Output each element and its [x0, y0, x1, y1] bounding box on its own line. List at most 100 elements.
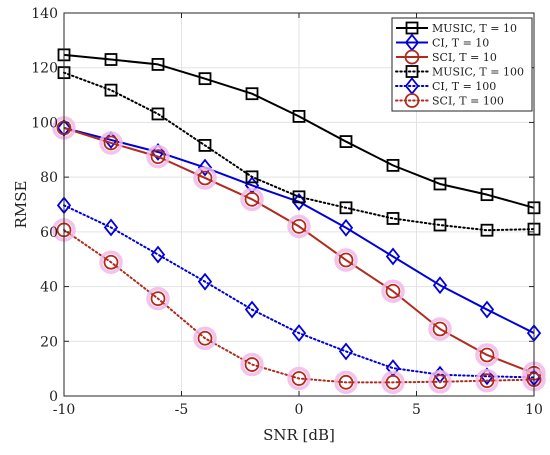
circle-marker: [150, 149, 166, 165]
circle-marker: [244, 357, 260, 372]
legend-label: MUSIC, T = 100: [432, 66, 524, 79]
circle-marker: [291, 371, 307, 386]
square-marker: [433, 218, 447, 232]
circle-marker: [244, 191, 260, 207]
legend-entry: MUSIC, T = 100: [395, 65, 524, 79]
square-marker: [245, 170, 259, 184]
legend-entry: CI, T = 10: [396, 33, 489, 52]
y-tick-label: 0: [49, 389, 58, 405]
legend-label: MUSIC, T = 10: [432, 22, 517, 35]
square-marker: [405, 21, 419, 35]
legend-label: SCI, T = 10: [432, 51, 497, 64]
circle-marker: [103, 254, 119, 270]
diamond-marker: [103, 218, 119, 237]
square-marker: [245, 87, 259, 101]
diamond-marker: [479, 300, 495, 319]
diamond-marker: [150, 143, 166, 161]
y-tick-label: 100: [31, 115, 58, 131]
circle-marker: [197, 170, 213, 186]
legend-entry: SCI, T = 100: [395, 93, 504, 108]
series-line: [63, 228, 535, 384]
series-line: [63, 126, 535, 375]
square-marker: [433, 177, 447, 191]
circle-marker-halo: [146, 144, 170, 169]
square-marker: [480, 188, 494, 202]
x-tick-label: -10: [53, 402, 76, 418]
series-line: [63, 71, 535, 232]
y-axis-title: RMSE: [12, 181, 30, 229]
series-group: [57, 48, 541, 215]
legend-entry: SCI, T = 10: [396, 49, 497, 65]
series-line: [63, 204, 535, 379]
circle-marker-halo: [193, 166, 217, 190]
y-tick-label: 120: [31, 61, 58, 77]
diamond-marker: [291, 192, 307, 211]
square-marker: [198, 139, 212, 152]
square-marker: [104, 83, 118, 97]
x-tick-label: 0: [295, 402, 304, 418]
circle-marker: [103, 135, 119, 151]
circle-marker: [385, 283, 401, 299]
diamond-marker: [150, 245, 166, 264]
diamond-marker: [432, 276, 448, 295]
circle-marker-halo: [475, 368, 499, 393]
legend-label: CI, T = 100: [432, 80, 496, 93]
series-line: [63, 53, 535, 209]
y-tick-label: 80: [40, 170, 58, 186]
circle-marker-halo: [334, 370, 358, 395]
diamond-marker: [197, 158, 213, 177]
circle-marker: [479, 373, 495, 389]
diamond-marker: [338, 342, 354, 361]
x-axis-title: SNR [dB]: [263, 426, 335, 444]
square-marker: [386, 212, 400, 225]
diamond-marker: [479, 367, 495, 386]
circle-marker: [432, 321, 448, 337]
circle-marker-halo: [287, 214, 311, 239]
diamond-marker: [244, 300, 260, 319]
circle-marker: [338, 252, 354, 268]
series-group: [57, 66, 541, 237]
diamond-marker: [385, 247, 401, 266]
y-tick-label: 20: [40, 334, 58, 350]
square-marker: [339, 135, 353, 148]
circle-marker: [150, 291, 166, 307]
square-marker: [151, 107, 165, 121]
circle-marker-halo: [240, 352, 264, 377]
square-marker: [292, 190, 306, 204]
legend-entry: CI, T = 100: [395, 77, 496, 95]
y-tick-label: 40: [40, 280, 58, 296]
circle-marker-halo: [287, 366, 311, 391]
square-marker: [480, 223, 494, 237]
circle-marker-halo: [193, 326, 217, 351]
x-tick-label: 5: [412, 402, 421, 418]
circle-marker: [404, 49, 420, 65]
diamond-marker: [338, 218, 354, 237]
circle-marker-halo: [381, 279, 405, 303]
circle-marker: [432, 374, 448, 390]
circle-marker-halo: [99, 250, 123, 274]
circle-marker: [479, 347, 495, 363]
square-marker: [198, 72, 212, 86]
square-marker: [386, 158, 400, 172]
circle-marker-halo: [334, 248, 358, 272]
square-marker: [292, 110, 306, 123]
circle-marker-halo: [475, 343, 499, 367]
circle-marker-halo: [99, 131, 123, 155]
circle-marker: [338, 374, 354, 390]
circle-marker-halo: [146, 286, 170, 311]
y-tick-label: 140: [31, 6, 58, 22]
legend-label: SCI, T = 100: [432, 95, 504, 108]
circle-marker: [197, 330, 213, 346]
legend-label: CI, T = 10: [432, 37, 489, 50]
circle-marker-halo: [428, 317, 452, 341]
diamond-marker: [291, 324, 307, 343]
circle-marker: [291, 218, 307, 234]
square-marker: [339, 201, 353, 215]
square-marker: [151, 58, 165, 71]
circle-marker-halo: [428, 370, 452, 394]
square-marker: [405, 65, 419, 78]
